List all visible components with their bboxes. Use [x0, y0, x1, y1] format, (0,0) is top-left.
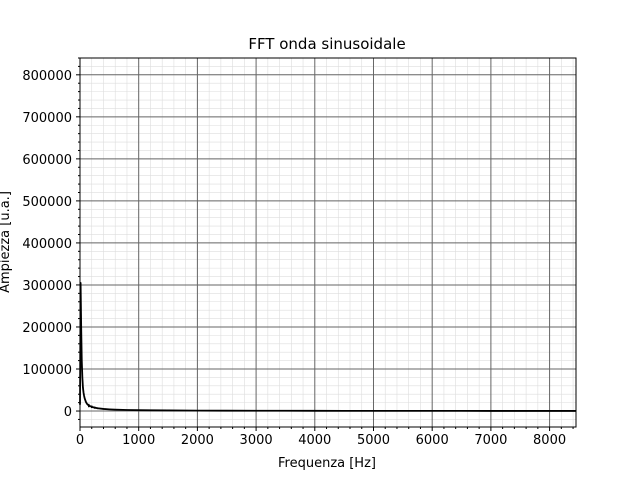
- x-tick-label: 3000: [240, 433, 273, 448]
- y-axis-title: Ampiezza [u.a.]: [0, 191, 13, 293]
- y-axis-ticks: 0 100000 200000 300000 400000 500000 600000 700…: [22, 57, 80, 420]
- series-line: [79, 281, 577, 412]
- x-tick-label: 0: [76, 433, 84, 448]
- y-tick-label: 800000: [22, 69, 72, 84]
- x-tick-label: 1000: [122, 433, 155, 448]
- y-tick-label: 300000: [22, 279, 72, 294]
- x-axis-ticks: 0 1000 2000 3000 4000 5000 6000 7000 8000: [76, 427, 574, 448]
- x-tick-label: 4000: [298, 433, 331, 448]
- y-tick-label: 200000: [22, 321, 72, 336]
- y-tick-label: 600000: [22, 153, 72, 168]
- chart-title: FFT onda sinusoidale: [248, 35, 405, 53]
- x-axis-title: Frequenza [Hz]: [278, 456, 376, 471]
- major-grid: [79, 58, 576, 427]
- x-tick-label: 7000: [474, 433, 507, 448]
- x-tick-label: 6000: [416, 433, 449, 448]
- y-tick-label: 500000: [22, 195, 72, 210]
- x-tick-label: 8000: [533, 433, 566, 448]
- y-tick-label: 700000: [22, 111, 72, 126]
- x-tick-label: 2000: [181, 433, 214, 448]
- y-tick-label: 400000: [22, 237, 72, 252]
- x-tick-label: 5000: [357, 433, 390, 448]
- y-tick-label: 0: [64, 405, 72, 420]
- y-tick-label: 100000: [22, 363, 72, 378]
